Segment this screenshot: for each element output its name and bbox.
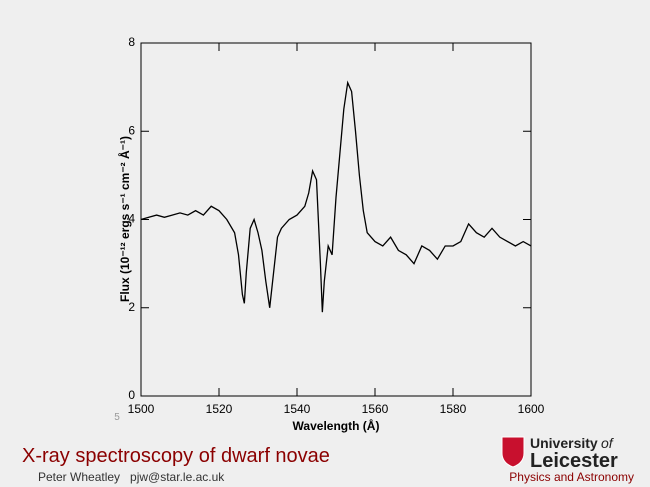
logo-shield bbox=[501, 436, 525, 468]
x-tick-label: 1520 bbox=[206, 402, 233, 416]
page-number: 5 bbox=[114, 412, 120, 423]
logo-text: University bbox=[530, 435, 598, 451]
logo-text: of bbox=[601, 435, 615, 451]
y-tick-label: 0 bbox=[128, 388, 135, 402]
y-tick-label: 6 bbox=[128, 123, 135, 137]
spectrum-line bbox=[140, 80, 532, 313]
y-tick-label: 4 bbox=[128, 212, 135, 226]
slide-title: X-ray spectroscopy of dwarf novae bbox=[22, 445, 330, 467]
author: Peter Wheatley pjw@star.le.ac.uk bbox=[38, 470, 225, 484]
x-axis-label: Wavelength (Å) bbox=[293, 418, 380, 433]
x-tick-label: 1560 bbox=[362, 402, 389, 416]
logo-text: Leicester bbox=[530, 450, 618, 472]
y-tick-label: 2 bbox=[128, 300, 135, 314]
logo: University of Leicester bbox=[501, 435, 618, 472]
department: Physics and Astronomy bbox=[509, 470, 634, 484]
y-tick-label: 8 bbox=[128, 35, 135, 49]
y-axis-label: Flux (10⁻¹² ergs s⁻¹ cm⁻² Å⁻¹) bbox=[117, 136, 132, 302]
x-tick-label: 1500 bbox=[128, 402, 155, 416]
x-tick-label: 1600 bbox=[518, 402, 545, 416]
x-tick-label: 1580 bbox=[440, 402, 467, 416]
x-tick-label: 1540 bbox=[284, 402, 311, 416]
